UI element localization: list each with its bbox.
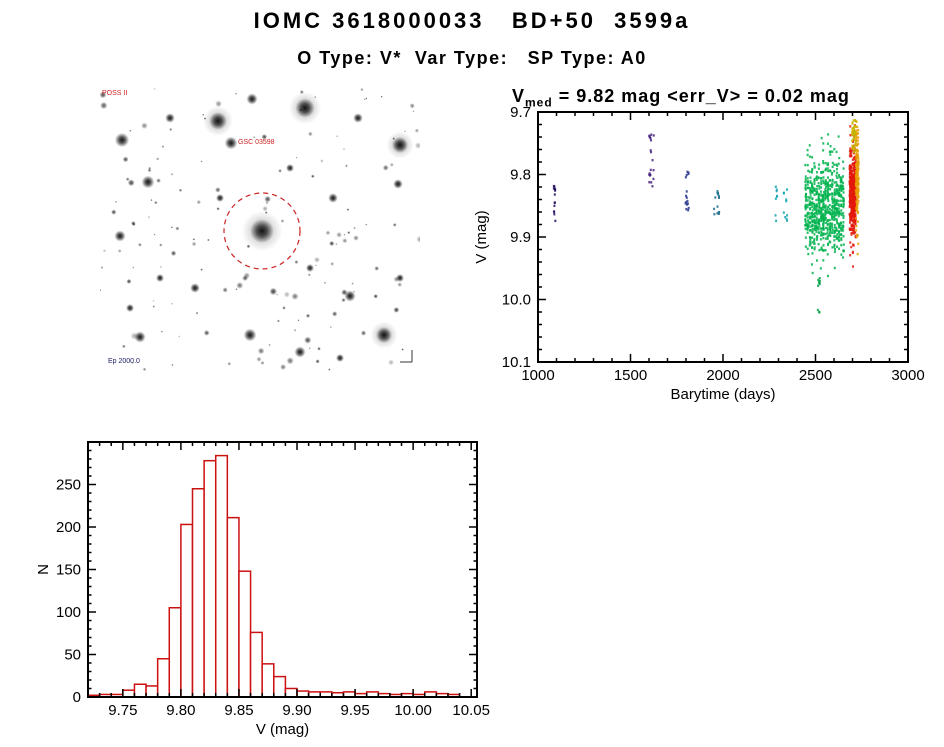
light-curve-plot	[470, 85, 944, 405]
histogram-panel	[30, 430, 500, 747]
star-field-image	[100, 88, 420, 371]
page-title: IOMC 3618000033 BD+50 3599a	[253, 8, 691, 33]
light-curve-panel	[470, 85, 944, 405]
finding-chart: POSS II GSC 03598 Ep 2000.0	[100, 88, 420, 371]
magnitude-histogram	[30, 430, 500, 747]
finding-chart-epoch-label: Ep 2000.0	[108, 358, 140, 365]
finding-chart-corner-label: POSS II	[102, 90, 128, 97]
page-subtitle: O Type: V* Var Type: SP Type: A0	[297, 48, 647, 68]
finding-chart-star-label: GSC 03598	[238, 139, 275, 146]
